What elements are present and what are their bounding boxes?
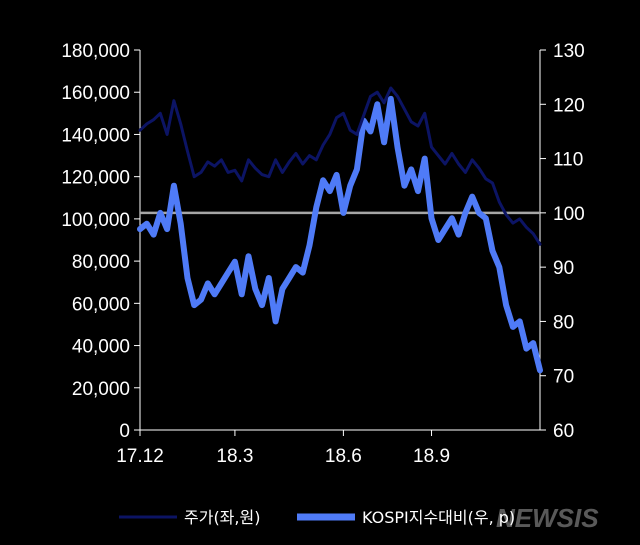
left-tick-label: 120,000: [61, 168, 130, 189]
x-axis-ticks: 17.12 18.3 18.6 18.9: [116, 430, 450, 467]
left-tick-label: 0: [119, 421, 130, 442]
right-tick-label: 120: [553, 95, 585, 116]
right-tick-label: 70: [553, 367, 574, 388]
series-line-kospi-relative: [137, 95, 543, 374]
x-tick-label: 18.6: [325, 446, 362, 467]
x-tick-label: 18.3: [216, 446, 253, 467]
legend: 주가(좌,원) KOSPI지수대비(우, p): [119, 508, 515, 527]
right-axis-ticks: 60 70 80 90 100 110 120 130: [540, 41, 585, 442]
right-tick-label: 110: [553, 150, 583, 171]
left-tick-label: 40,000: [72, 337, 130, 358]
series-lines: [137, 86, 543, 374]
left-tick-label: 100,000: [61, 210, 130, 231]
left-axis-ticks: 0 20,000 40,000 60,000 80,000 100,000 120,000 1…: [61, 41, 140, 442]
right-tick-label: 130: [553, 41, 585, 62]
right-tick-label: 80: [553, 312, 574, 333]
left-tick-label: 160,000: [61, 83, 130, 104]
legend-label-kospi-relative: KOSPI지수대비(우, p): [362, 508, 515, 527]
right-tick-label: 90: [553, 258, 574, 279]
left-tick-label: 80,000: [72, 252, 130, 273]
legend-label-stock-price: 주가(좌,원): [184, 508, 260, 527]
x-tick-label: 17.12: [116, 446, 164, 467]
right-tick-label: 60: [553, 421, 574, 442]
left-tick-label: 20,000: [72, 379, 130, 400]
left-tick-label: 180,000: [61, 41, 130, 62]
x-tick-label: 18.9: [413, 446, 450, 467]
watermark: NEWSIS: [496, 503, 599, 533]
series-line-stock-price: [138, 86, 542, 246]
left-tick-label: 140,000: [61, 125, 130, 146]
right-tick-label: 100: [553, 204, 585, 225]
left-tick-label: 60,000: [72, 294, 130, 315]
